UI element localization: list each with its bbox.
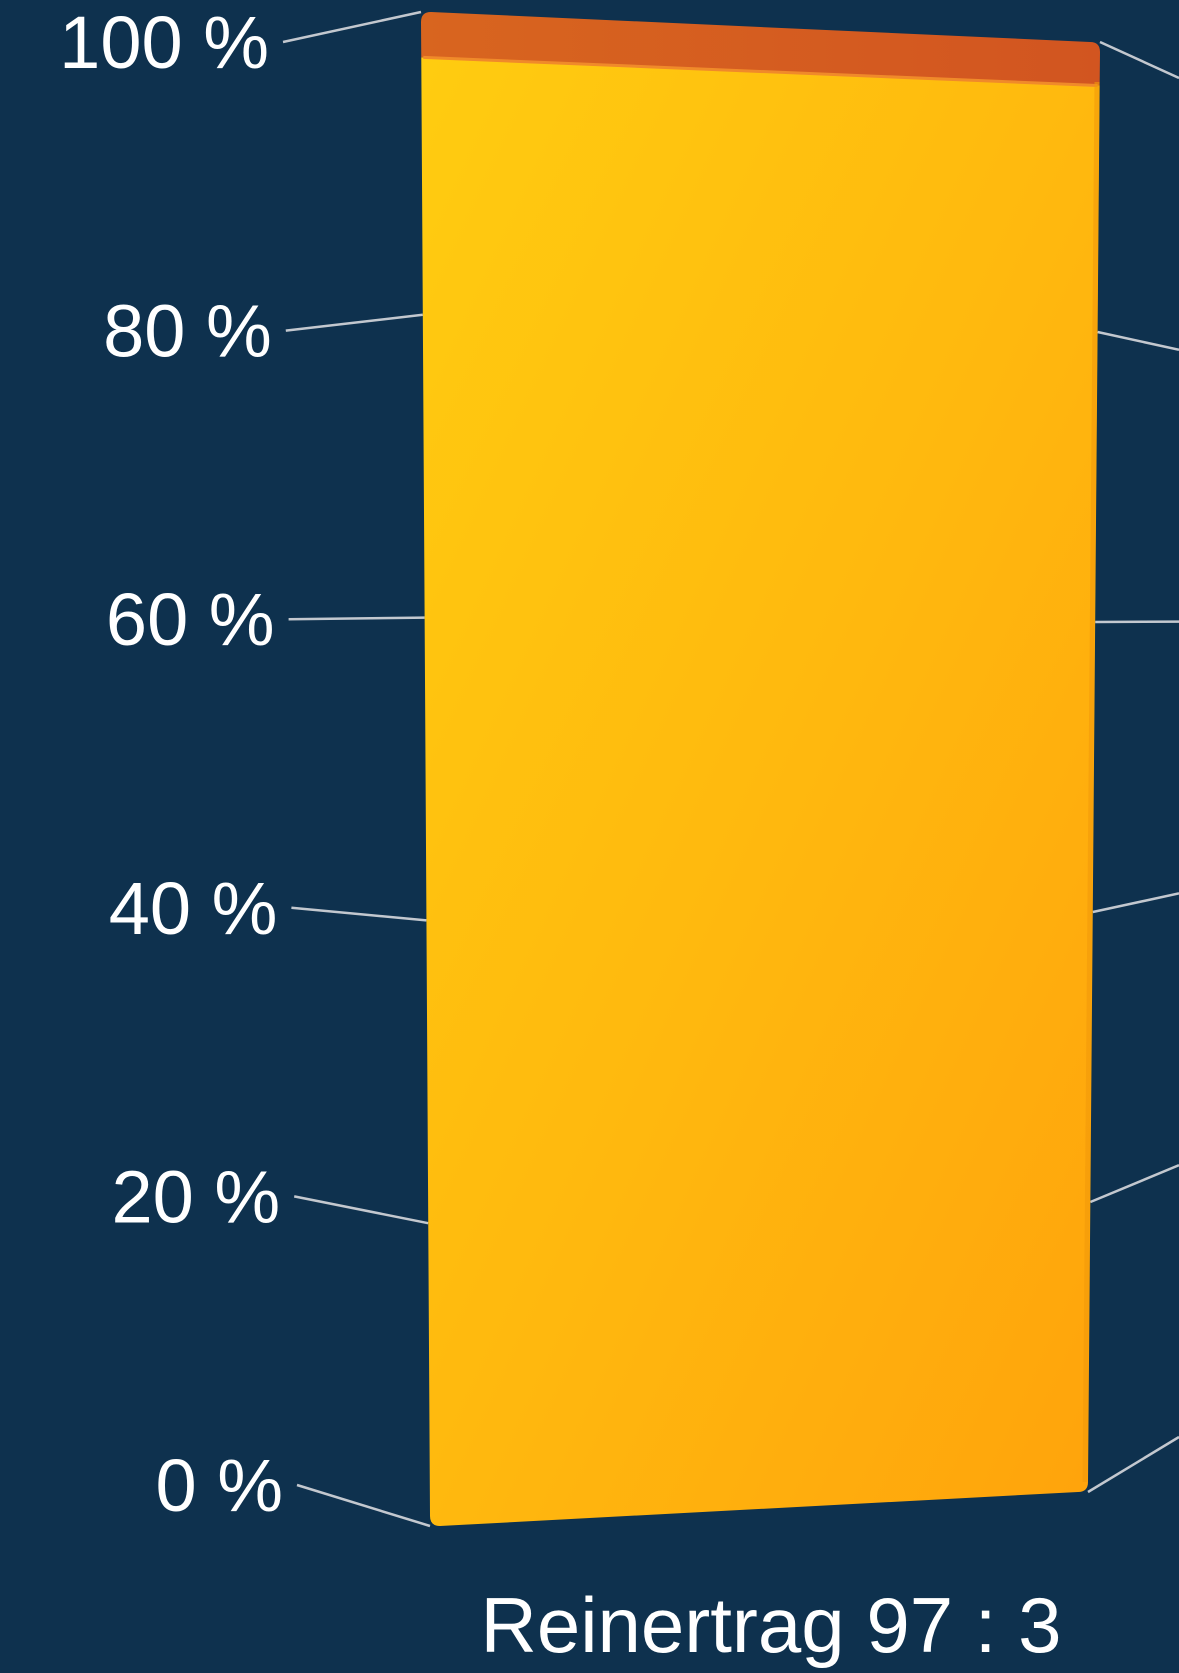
y-tick-label: 40 %	[109, 867, 278, 950]
y-tick-label: 80 %	[103, 290, 272, 373]
bars	[421, 12, 1100, 1526]
gridline-left-80	[285, 313, 423, 332]
gridline-left-100	[282, 10, 422, 44]
y-tick-label: 20 %	[112, 1155, 281, 1238]
bar-segment-1	[421, 57, 1100, 1526]
gridline-right-0	[1087, 1435, 1179, 1494]
gridlines	[282, 10, 1179, 1528]
gridline-left-40	[291, 906, 427, 922]
y-tick-label: 0 %	[155, 1444, 283, 1527]
gridline-right-80	[1097, 330, 1179, 352]
gridline-right-20	[1089, 1164, 1179, 1204]
bar-segment-2	[421, 12, 1100, 86]
axis-labels: 0 % 20 % 40 % 60 % 80 % 100 % Reinertrag 97 : …	[59, 1, 1061, 1669]
gridline-left-0	[296, 1483, 431, 1528]
gridline-left-20	[293, 1195, 429, 1225]
y-tick-label: 60 %	[106, 578, 275, 661]
y-tick-label: 100 %	[59, 1, 269, 84]
gridline-right-40	[1092, 892, 1179, 914]
bar-edge-highlight	[1082, 81, 1100, 1483]
segment-separator	[423, 55, 1098, 87]
gridline-right-100	[1099, 40, 1179, 80]
gridline-left-60	[288, 616, 425, 621]
x-category-label: Reinertrag 97 : 3	[480, 1581, 1061, 1669]
